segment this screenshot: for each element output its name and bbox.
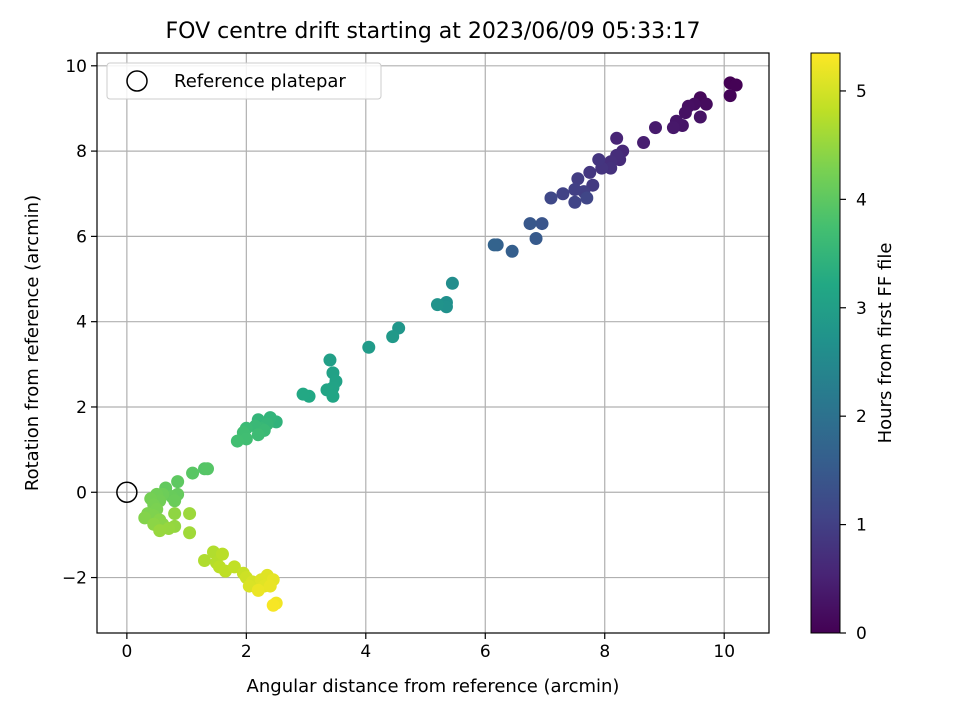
colorbar-ticks: 0 1 2 3 4 5	[840, 82, 867, 644]
data-point	[535, 217, 549, 231]
chart-title: FOV centre drift starting at 2023/06/09 …	[166, 19, 701, 44]
data-point	[678, 106, 692, 120]
y-tick-label: 4	[76, 313, 87, 333]
y-axis-label: Rotation from reference (arcmin)	[22, 195, 43, 491]
data-point	[362, 340, 376, 354]
data-point	[215, 547, 229, 561]
data-points	[138, 76, 743, 612]
data-point	[266, 598, 280, 612]
x-tick-label: 8	[599, 642, 610, 662]
data-point	[649, 121, 663, 135]
colorbar-tick-label: 2	[856, 407, 867, 427]
y-tick-label: 10	[65, 57, 87, 77]
reference-marker-group	[116, 481, 138, 504]
colorbar-tick-label: 5	[856, 82, 867, 102]
data-point	[568, 195, 582, 209]
data-point	[586, 178, 600, 192]
x-tick-label: 2	[241, 642, 252, 662]
data-point	[138, 511, 152, 525]
x-tick-label: 0	[121, 642, 132, 662]
x-tick-label: 10	[713, 642, 735, 662]
data-point	[693, 110, 707, 124]
plot-frame	[96, 52, 770, 634]
data-point	[666, 121, 680, 135]
reference-marker	[116, 481, 138, 504]
colorbar-tick-label: 1	[856, 516, 867, 536]
data-point	[637, 136, 651, 150]
data-point	[723, 89, 737, 103]
data-point	[251, 428, 265, 442]
data-point	[729, 78, 743, 92]
data-point	[323, 353, 337, 367]
data-point	[604, 161, 618, 175]
data-point	[251, 583, 265, 597]
data-point	[263, 579, 277, 593]
data-point	[544, 191, 558, 205]
data-point	[171, 475, 185, 489]
data-point	[445, 276, 459, 290]
y-tick-label: −2	[62, 569, 87, 589]
y-tick-label: 8	[76, 142, 87, 162]
data-point	[556, 187, 570, 201]
data-point	[168, 494, 182, 508]
data-point	[580, 191, 594, 205]
colorbar	[810, 52, 841, 634]
legend-label: Reference platepar	[174, 71, 346, 92]
data-point	[571, 172, 585, 186]
data-point	[201, 462, 215, 476]
data-point	[168, 507, 182, 521]
colorbar-tick-label: 3	[856, 299, 867, 319]
data-point	[183, 526, 197, 540]
data-point	[699, 97, 713, 111]
colorbar-tick-label: 0	[856, 624, 867, 644]
grid	[97, 53, 769, 633]
y-tick-label: 0	[76, 483, 87, 503]
colorbar-label: Hours from first FF file	[875, 243, 896, 444]
data-point	[183, 507, 197, 521]
data-point	[568, 182, 582, 196]
data-point	[529, 232, 543, 246]
data-point	[523, 217, 537, 231]
y-tick-label: 6	[76, 227, 87, 247]
data-point	[487, 238, 501, 252]
x-tick-label: 4	[360, 642, 371, 662]
y-axis-ticks: −2 0 2 4 6 8 10	[62, 57, 97, 589]
colorbar-tick-label: 4	[856, 190, 867, 210]
x-axis-ticks: 0 2 4 6 8 10	[121, 633, 735, 662]
data-point	[505, 244, 519, 258]
data-point	[592, 153, 606, 167]
legend: Reference platepar	[106, 62, 382, 100]
data-point	[326, 389, 340, 403]
data-point	[583, 165, 597, 179]
y-tick-label: 2	[76, 398, 87, 418]
data-point	[296, 387, 310, 401]
data-point	[186, 466, 200, 480]
data-point	[386, 330, 400, 344]
data-point	[610, 131, 624, 145]
data-point	[430, 298, 444, 312]
legend-box	[106, 62, 382, 100]
x-tick-label: 6	[480, 642, 491, 662]
legend-marker	[126, 70, 148, 92]
data-point	[153, 524, 167, 538]
x-axis-label: Angular distance from reference (arcmin)	[247, 676, 620, 697]
data-point	[227, 560, 241, 574]
data-point	[230, 434, 244, 448]
data-point	[198, 554, 212, 567]
